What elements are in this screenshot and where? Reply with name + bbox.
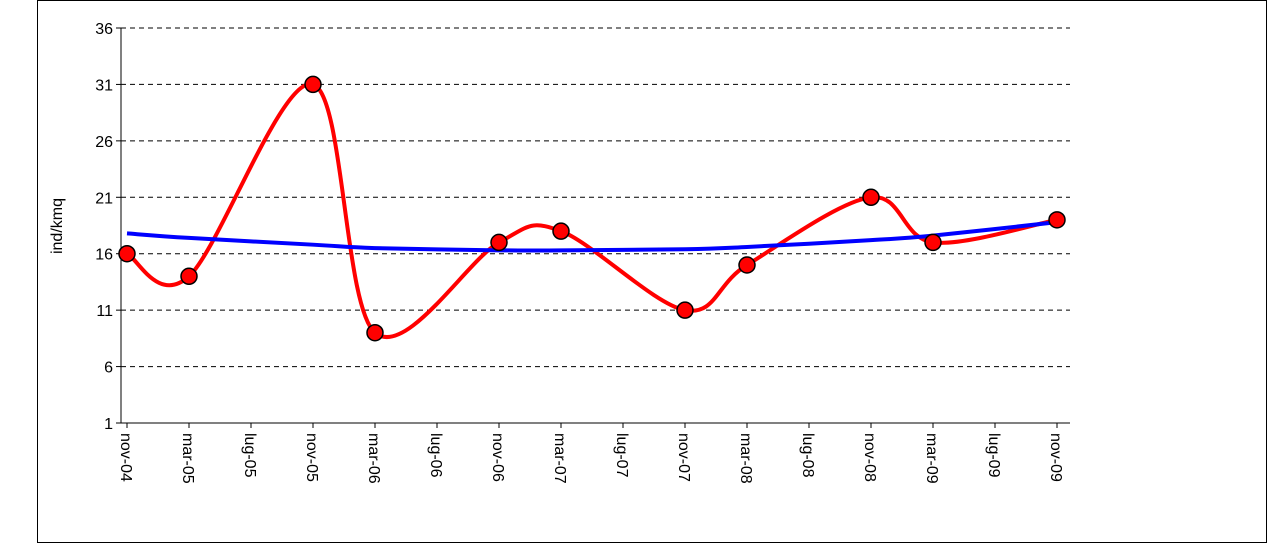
data-point xyxy=(180,267,198,286)
data-point xyxy=(1048,211,1066,229)
y-tick-label: 26 xyxy=(95,134,113,151)
data-point xyxy=(490,233,508,252)
x-tick-label: lug-05 xyxy=(241,433,258,478)
x-tick-label: mar-07 xyxy=(551,433,568,484)
data-point xyxy=(862,188,880,207)
chart-frame xyxy=(37,0,1267,543)
x-tick-label: nov-08 xyxy=(861,433,878,482)
y-axis-label: ind/kmq xyxy=(49,198,66,254)
x-tick-label: nov-09 xyxy=(1047,433,1064,482)
series-line xyxy=(126,220,1058,253)
x-tick-label: nov-07 xyxy=(675,433,692,482)
data-point xyxy=(552,222,570,240)
y-tick-label: 6 xyxy=(104,360,113,377)
data-point xyxy=(366,323,384,342)
x-tick-label: lug-06 xyxy=(427,433,444,478)
x-tick-label: mar-09 xyxy=(923,433,940,484)
x-tick-label: mar-08 xyxy=(737,433,754,484)
y-tick-label: 21 xyxy=(95,190,113,207)
data-point xyxy=(118,244,136,263)
x-tick-label: mar-06 xyxy=(365,433,382,484)
y-tick-label: 16 xyxy=(95,247,113,264)
data-point xyxy=(738,256,756,274)
x-tick-label: nov-04 xyxy=(117,433,134,482)
x-tick-label: lug-07 xyxy=(613,433,630,478)
x-tick-label: nov-05 xyxy=(303,433,320,482)
x-tick-label: nov-06 xyxy=(489,433,506,482)
y-tick-label: 11 xyxy=(96,303,113,320)
x-tick-label: lug-08 xyxy=(799,433,816,478)
x-tick-label: mar-05 xyxy=(179,433,196,484)
data-point xyxy=(676,301,694,319)
x-tick-label: lug-09 xyxy=(985,433,1002,478)
data-point xyxy=(304,75,322,94)
y-tick-label: 31 xyxy=(95,77,113,94)
y-tick-label: 36 xyxy=(95,21,113,38)
series-line xyxy=(125,82,1058,339)
y-tick-label: 1 xyxy=(104,416,113,433)
data-point xyxy=(924,233,942,252)
